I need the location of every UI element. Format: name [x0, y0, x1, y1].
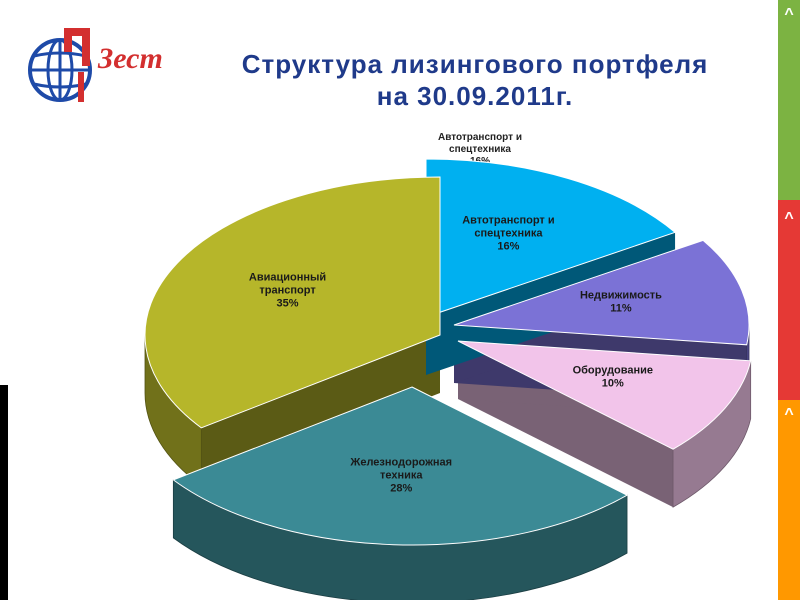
slice-label-авиационный-транспорт: Авиационный транспорт 35% — [249, 271, 326, 309]
pie-slice-авиационный-транспорт — [144, 176, 441, 429]
title-line-2: на 30.09.2011г. — [376, 81, 574, 111]
slice-label-автотранспорт-и-спецтехника: Автотранспорт и спецтехника 16% — [462, 215, 554, 253]
side-strip-green: ^ — [778, 0, 800, 200]
chevron-up-icon: ^ — [784, 210, 794, 227]
pie-slice-недвижимость — [453, 239, 750, 346]
pie-tops — [144, 158, 752, 546]
left-divider — [0, 385, 8, 600]
title-line-1: Структура лизингового портфеля — [241, 49, 709, 79]
zest-logo: Зест — [28, 28, 163, 102]
side-strip-red: ^ — [778, 200, 800, 400]
logo-text: Зест — [97, 42, 163, 75]
globe-icon — [28, 38, 92, 102]
pie-labels: Автотранспорт и спецтехника 16% Недвижимост… — [249, 215, 662, 495]
chevron-up-icon: ^ — [784, 6, 794, 23]
pie-slice-оборудование — [457, 340, 752, 450]
slide-title: Структура лизингового портфеля на 30.09.… — [195, 48, 755, 112]
logo-mark-icon — [64, 28, 90, 102]
chevron-up-icon: ^ — [784, 406, 794, 423]
pie-slice-железнодорожная-техника — [172, 386, 629, 546]
slice-label-оборудование: Оборудование 10% — [573, 365, 653, 390]
slice-label-железнодорожная-техника: Железнодорожная техника 28% — [349, 456, 452, 494]
slice-label-недвижимость: Недвижимость 11% — [580, 290, 662, 315]
pie-slice-автотранспорт-и-спецтехника — [425, 158, 677, 318]
side-strip-orange: ^ — [778, 400, 800, 600]
